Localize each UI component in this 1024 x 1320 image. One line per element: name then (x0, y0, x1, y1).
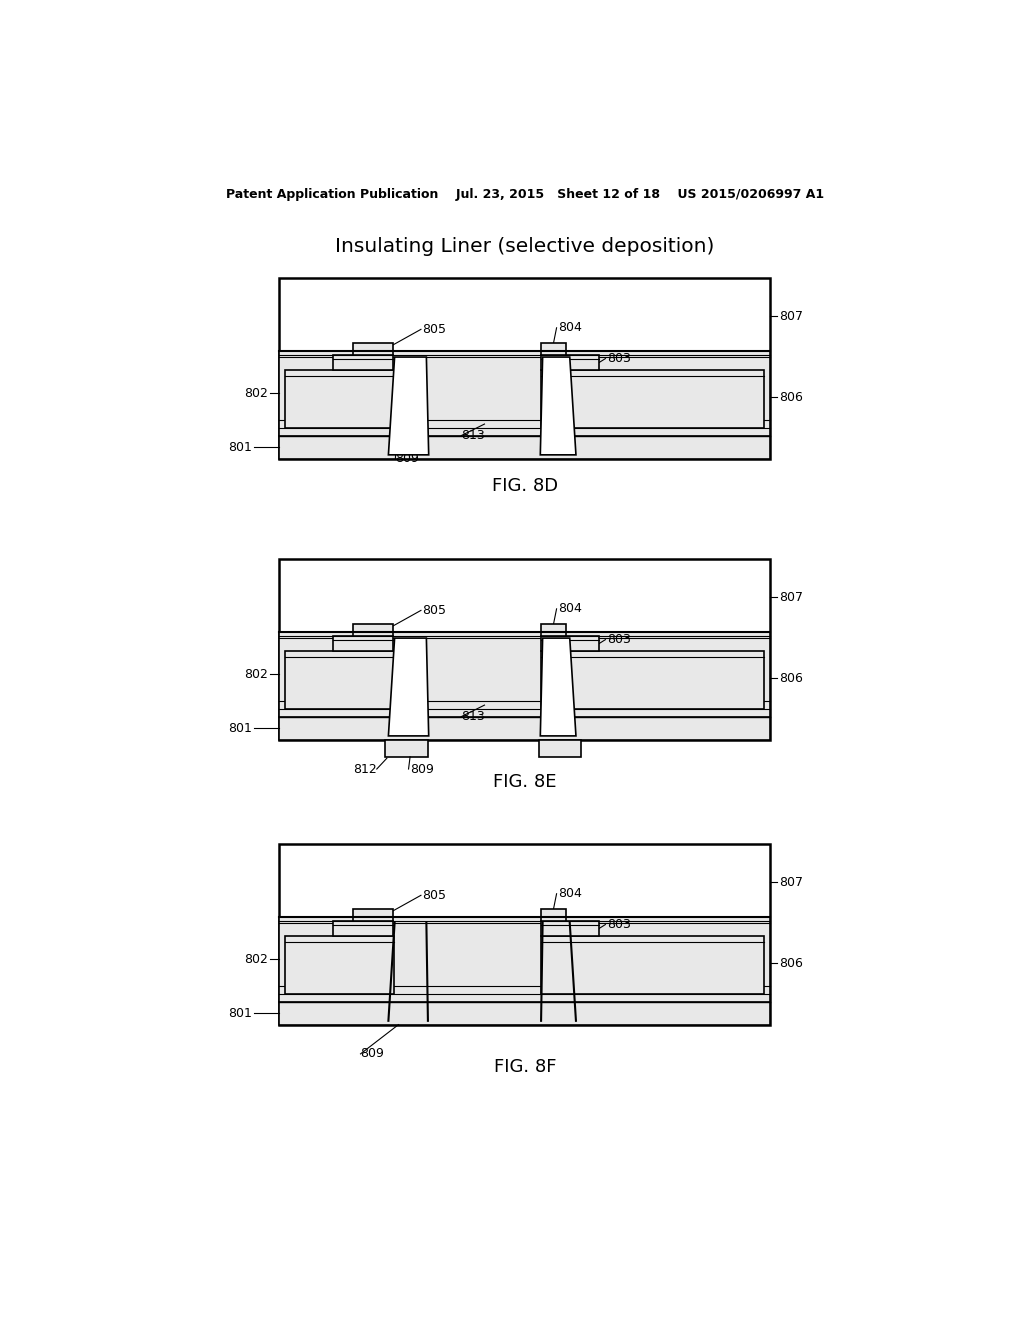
Bar (541, 909, 566, 921)
Bar (285, 936, 394, 994)
Polygon shape (388, 638, 429, 737)
Text: Insulating Liner (selective deposition): Insulating Liner (selective deposition) (335, 238, 715, 256)
Text: 801: 801 (228, 441, 252, 454)
Text: 802: 802 (245, 387, 268, 400)
Bar (334, 636, 393, 651)
Text: 804: 804 (558, 602, 582, 615)
Text: 809: 809 (410, 763, 434, 776)
Text: 813: 813 (461, 429, 485, 442)
Bar (541, 921, 599, 936)
Text: 812: 812 (353, 763, 377, 776)
Bar (541, 624, 566, 636)
Text: 807: 807 (779, 875, 803, 888)
Text: 802: 802 (245, 953, 268, 966)
Text: 804: 804 (558, 887, 582, 900)
Bar (539, 739, 582, 756)
Bar (280, 1002, 770, 1024)
Text: 805: 805 (423, 323, 446, 335)
Bar (280, 436, 770, 459)
Bar (280, 351, 770, 436)
Text: 801: 801 (228, 1007, 252, 1019)
Text: 803: 803 (607, 634, 631, 647)
Bar (280, 917, 770, 1002)
Bar (385, 739, 428, 756)
Bar (541, 343, 566, 355)
Text: 804: 804 (558, 321, 582, 334)
Text: 809: 809 (395, 453, 419, 465)
Bar (541, 636, 599, 651)
Text: 807: 807 (779, 310, 803, 323)
Text: 801: 801 (228, 722, 252, 735)
Bar (280, 843, 770, 1024)
Bar (541, 651, 764, 709)
Polygon shape (388, 358, 429, 455)
Polygon shape (541, 358, 575, 455)
Text: 803: 803 (607, 917, 631, 931)
Bar (352, 909, 393, 921)
Text: 802: 802 (245, 668, 268, 681)
Bar (334, 355, 393, 370)
Text: 806: 806 (779, 957, 803, 970)
Text: Patent Application Publication    Jul. 23, 2015   Sheet 12 of 18    US 2015/0206: Patent Application Publication Jul. 23, … (225, 187, 824, 201)
Bar (285, 370, 394, 428)
Text: FIG. 8D: FIG. 8D (492, 477, 558, 495)
Bar (541, 936, 764, 994)
Bar (541, 355, 599, 370)
Text: 803: 803 (607, 352, 631, 366)
Polygon shape (541, 638, 575, 737)
Bar (334, 921, 393, 936)
Bar (280, 717, 770, 739)
Bar (280, 277, 770, 459)
Bar (285, 651, 394, 709)
Text: 806: 806 (779, 672, 803, 685)
Text: FIG. 8E: FIG. 8E (493, 774, 557, 791)
Bar (352, 624, 393, 636)
Text: 805: 805 (423, 888, 446, 902)
Text: 805: 805 (423, 603, 446, 616)
Bar (280, 558, 770, 739)
Text: FIG. 8F: FIG. 8F (494, 1059, 556, 1076)
Bar (541, 370, 764, 428)
Text: 813: 813 (461, 710, 485, 723)
Bar (280, 632, 770, 717)
Text: 807: 807 (779, 591, 803, 603)
Bar (352, 343, 393, 355)
Text: 806: 806 (779, 391, 803, 404)
Text: 809: 809 (360, 1047, 384, 1060)
